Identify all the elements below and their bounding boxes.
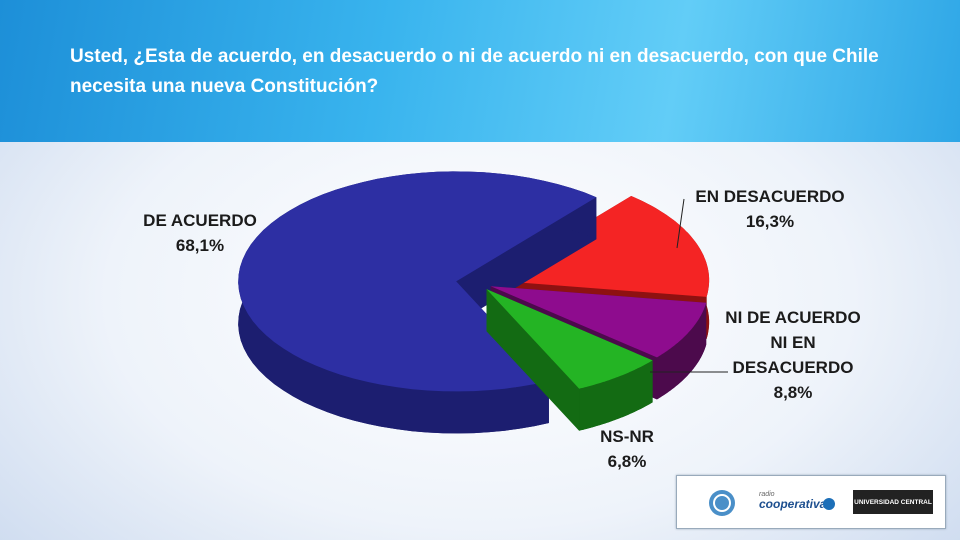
slice-side	[656, 302, 707, 400]
slice-label: EN DESACUERDO 16,3%	[690, 184, 850, 234]
slice-side	[486, 289, 580, 431]
logo-text: radio	[759, 491, 775, 498]
value-label: 8,8%	[773, 383, 813, 402]
globe-icon	[709, 490, 735, 516]
slice-label: NI DE ACUERDO NI EN DESACUERDO 8,8%	[718, 305, 868, 405]
value-label: 68,1%	[175, 236, 225, 255]
logo-text: cooperativa	[759, 497, 827, 511]
category-label: EN DESACUERDO	[695, 187, 845, 206]
logo-art: radio cooperativa UNIVERSIDAD CENTRAL	[709, 490, 933, 516]
category-label: DE ACUERDO	[143, 211, 257, 230]
slice-side	[579, 360, 653, 431]
value-label: 16,3%	[745, 212, 795, 231]
header: Usted, ¿Esta de acuerdo, en desacuerdo o…	[0, 0, 960, 142]
logo-text: UNIVERSIDAD CENTRAL	[854, 499, 932, 506]
logos: radio cooperativa UNIVERSIDAD CENTRAL	[676, 475, 946, 529]
category-label: NI DE ACUERDO NI EN DESACUERDO	[725, 308, 861, 377]
logo-block	[853, 490, 933, 514]
slice	[491, 196, 710, 297]
category-label: NS-NR	[600, 427, 654, 446]
logo-icon	[823, 498, 835, 510]
slice	[486, 289, 653, 389]
slice	[490, 286, 707, 358]
slice-label: NS-NR 6,8%	[577, 424, 677, 474]
slice-label: DE ACUERDO 68,1%	[120, 208, 280, 258]
value-label: 6,8%	[607, 452, 647, 471]
leader-line	[676, 198, 685, 249]
pie	[238, 171, 710, 434]
chart-title: Usted, ¿Esta de acuerdo, en desacuerdo o…	[70, 46, 879, 97]
globe-icon	[713, 494, 731, 512]
